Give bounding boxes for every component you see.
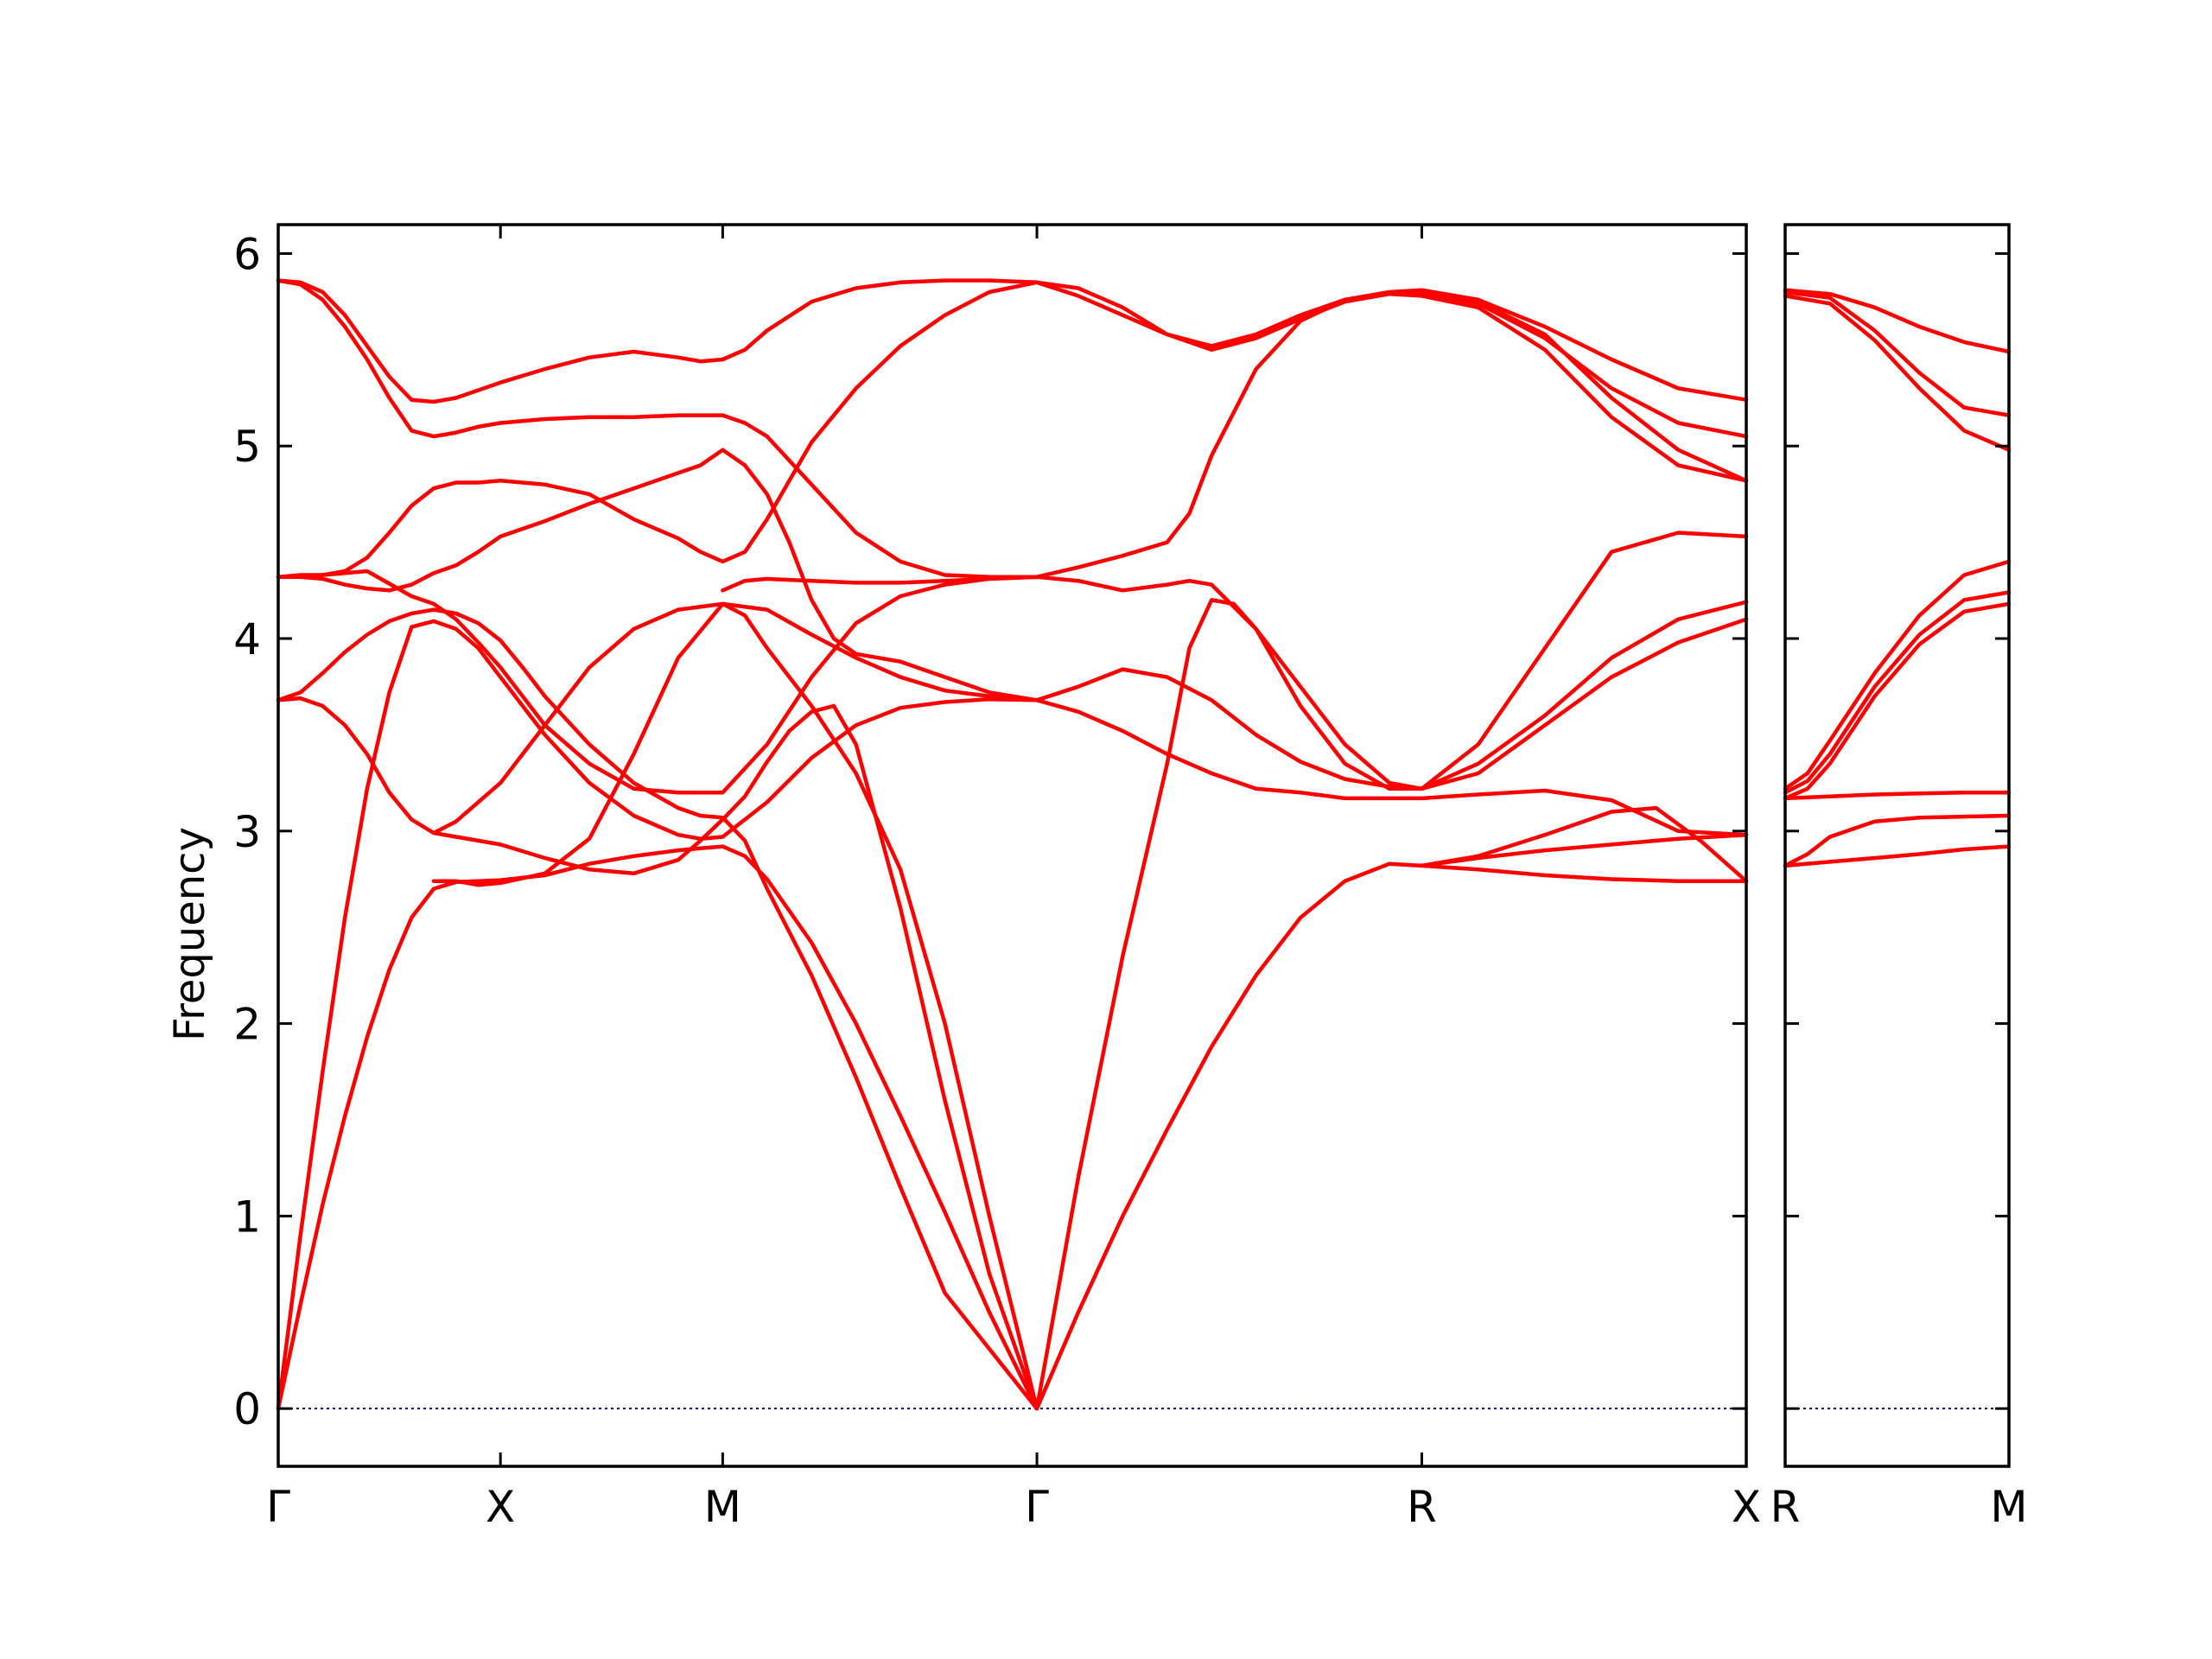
y-tick-label: 3 [233,807,261,857]
band-line [1420,805,1749,883]
x-tick-label: Γ [1025,1482,1049,1532]
x-tick-label: Γ [266,1482,290,1532]
y-tick-label: 2 [233,1000,261,1050]
band-line [1783,813,2012,868]
band-line [276,607,1039,1411]
band-line [1783,601,2012,801]
x-tick-label: R [1770,1482,1801,1532]
y-tick-label: 1 [233,1192,261,1242]
band-line [431,601,1039,836]
band-line [1783,844,2012,868]
band-line [1783,559,2012,791]
y-axis-label: Frequency [166,827,214,1041]
band-line [1420,863,1749,883]
band-line [276,598,1749,1411]
band-line [1783,289,2012,417]
x-tick-label: X [486,1482,515,1532]
x-tick-label: M [1990,1482,2027,1532]
y-tick-label: 6 [233,229,261,279]
band-line [276,832,1749,1411]
y-tick-label: 5 [233,422,261,472]
band-line [1783,288,2012,354]
band-line [1783,790,2012,801]
x-tick-label: R [1407,1482,1437,1532]
band-line [721,531,1749,791]
plot-frame [276,223,1748,1468]
band-line [1783,294,2012,452]
y-tick-label: 4 [233,614,261,664]
band-line [276,278,1749,439]
band-line [1420,291,1749,483]
y-tick-label: 0 [233,1384,261,1434]
band-line [1783,590,2012,795]
band-line [276,569,1039,795]
x-tick-label: X [1732,1482,1761,1532]
x-tick-label: M [704,1482,741,1532]
main-panel: 0 1 2 3 4 5 6 Γ X M Γ R X [233,223,1761,1532]
band-line [276,448,1749,791]
plot-frame [1783,223,2011,1468]
band-line [431,601,1039,1411]
